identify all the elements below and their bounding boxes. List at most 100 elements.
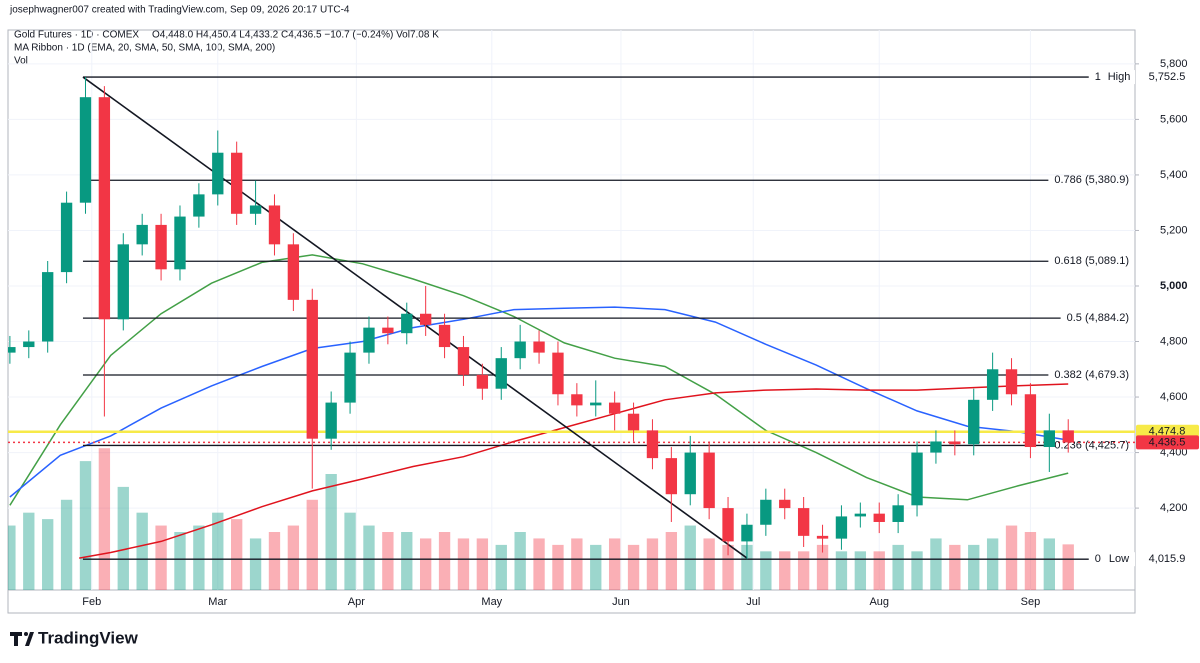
volume-bar: [854, 551, 867, 590]
y-tick-label: 5,400: [1160, 169, 1188, 181]
candle-body: [117, 244, 129, 320]
x-tick-label: Aug: [869, 596, 889, 608]
volume-bar: [117, 486, 129, 590]
volume-bar: [627, 544, 640, 590]
y-tick-label: 4,200: [1160, 502, 1188, 514]
attribution: josephwagner007 created with TradingView…: [9, 5, 350, 16]
candle-body: [1024, 394, 1037, 448]
candle-body: [1043, 430, 1055, 448]
volume-bar: [23, 512, 35, 590]
volume-bar: [1024, 532, 1037, 590]
candle-body: [986, 369, 999, 400]
candle-body: [60, 202, 73, 273]
volume-bar: [193, 525, 205, 590]
candle-body: [174, 216, 186, 270]
candle-body: [419, 313, 432, 325]
volume-bar: [287, 525, 300, 590]
y-tick-label: 5,800: [1160, 58, 1188, 70]
extreme-badge: [1136, 552, 1199, 567]
volume-bar: [268, 532, 281, 590]
chart-title: Gold Futures · 1D · COMEX: [14, 30, 139, 41]
volume-bar: [968, 544, 980, 590]
candle-body: [1005, 369, 1018, 395]
x-tick-label: Mar: [208, 596, 227, 608]
volume-bar: [892, 544, 904, 590]
candle-body: [741, 524, 753, 542]
moving-average: [9, 306, 1069, 498]
moving-average: [9, 254, 1069, 506]
price-badge-label: 4,436.5: [1149, 436, 1186, 448]
volume-bar: [911, 551, 923, 590]
axes: 4,200 4,400 4,600 4,800 5,000 5,200 5,400 5,600…: [82, 58, 1199, 608]
x-tick-label: Jun: [612, 596, 630, 608]
volume-bar: [533, 538, 545, 590]
volume-bar: [382, 532, 394, 590]
fib-label: 0.786 (5,380.9): [1054, 174, 1129, 186]
candle-body: [627, 413, 640, 431]
volume-bar: [835, 551, 848, 590]
brand: TradingView: [38, 628, 139, 647]
extreme-badge: [1136, 70, 1199, 85]
indicator-label: MA Ribbon · 1D (EMA, 20, SMA, 50, SMA, 1…: [14, 43, 275, 54]
candle-body: [571, 394, 583, 406]
volume-bar: [986, 538, 999, 590]
volume-bar: [797, 551, 810, 590]
trendline: [82, 76, 748, 559]
candle-body: [8, 347, 16, 353]
candle-body: [287, 244, 300, 300]
price-badge: [1136, 424, 1199, 439]
candle-body: [835, 516, 848, 539]
candle-body: [79, 97, 92, 203]
candle-body: [892, 505, 904, 522]
volume-bar: [779, 551, 791, 590]
candle-body: [212, 152, 224, 195]
candle-body: [325, 402, 337, 439]
volume-bar: [42, 519, 54, 590]
volume-bar: [722, 544, 734, 590]
brand-logo: [10, 632, 34, 646]
candle-body: [552, 352, 564, 395]
volume-label: Vol: [14, 56, 28, 67]
plot: 1 (5,750.786 (5,380.9)0.618 (5,089.1)0.5…: [8, 30, 1135, 590]
extreme-tag: High: [1108, 71, 1131, 83]
x-tick-label: Apr: [348, 596, 365, 608]
candle-body: [249, 205, 262, 214]
extreme-label: 4,015.9: [1149, 553, 1186, 565]
volume-bar: [571, 538, 583, 590]
volume-bar: [249, 538, 262, 590]
candle-body: [23, 341, 35, 348]
volume-bar: [325, 474, 337, 590]
extreme-tag-box: [1103, 70, 1135, 85]
y-tick-label: 5,600: [1160, 113, 1188, 125]
volume-bar: [212, 512, 224, 590]
candle-body: [684, 452, 696, 495]
candle-body: [665, 458, 678, 495]
candle-body: [646, 430, 659, 459]
candle-body: [476, 374, 489, 389]
volume-bar: [60, 499, 73, 590]
volume-bar: [949, 544, 961, 590]
candle-body: [457, 347, 470, 375]
quote: O4,448.0 H4,450.4 L4,433.2 C4,436.5 −10.…: [152, 30, 439, 41]
volume-bar: [79, 461, 92, 590]
volume-bar: [741, 544, 753, 590]
volume-bar: [155, 525, 167, 590]
candle-body: [722, 508, 734, 542]
volume-bar: [760, 551, 772, 590]
candle-body: [760, 499, 772, 525]
volume-bar: [665, 532, 678, 590]
volume-bar: [306, 499, 318, 590]
fib-label: 0.382 (4,679.3): [1054, 369, 1129, 381]
volume-bar: [590, 544, 602, 590]
candle-body: [401, 313, 413, 334]
candle-body: [155, 224, 167, 270]
x-tick-label: Feb: [82, 596, 101, 608]
candle-body: [590, 402, 602, 406]
volume-bar: [1043, 538, 1055, 590]
volume-bar: [8, 525, 16, 590]
candle-body: [703, 452, 715, 509]
x-tick-label: May: [481, 596, 502, 608]
extreme-tag: Low: [1109, 553, 1129, 565]
volume-bar: [419, 538, 432, 590]
